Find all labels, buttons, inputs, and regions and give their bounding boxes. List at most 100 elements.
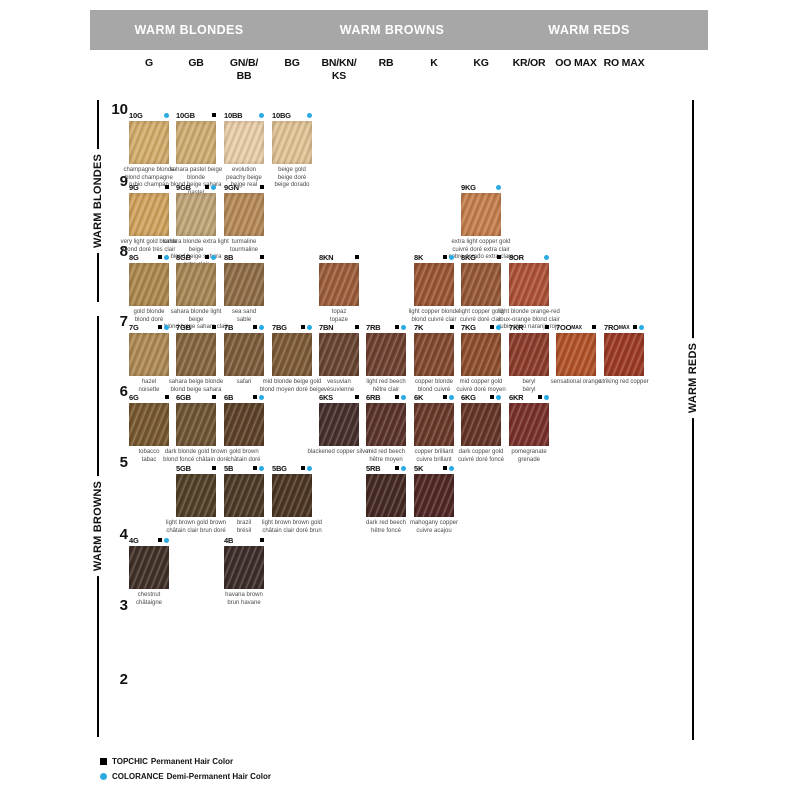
shade-code: 5K <box>414 463 424 473</box>
product-markers <box>301 324 312 330</box>
swatch-9g: 9G very light gold blonde blond doré très … <box>121 182 178 254</box>
shade-caption: light blonde orange-red roux-orange blond… <box>498 309 560 330</box>
colorance-dot-icon <box>639 324 644 330</box>
swatch-6k: 6K copper brilliant cuivre brillant <box>414 392 454 464</box>
hair-swatch <box>129 333 169 376</box>
product-markers <box>490 394 501 400</box>
swatch-7kg: 7KG mid copper gold cuivré doré moyen <box>456 322 505 394</box>
shade-caption: copper blonde blond cuivré <box>414 379 454 393</box>
hair-swatch <box>176 333 216 376</box>
topchic-square-icon <box>212 466 216 470</box>
product-markers <box>545 325 549 329</box>
product-markers <box>395 324 406 330</box>
swatch-7bg: 7BG mid blonde beige gold blond moyen doré… <box>260 322 324 394</box>
column-header-kr-or: KR/OR <box>512 57 546 69</box>
colorance-dot-icon <box>259 112 264 118</box>
product-markers <box>212 113 216 117</box>
column-header-g: G <box>145 57 153 69</box>
topchic-square-icon <box>212 113 216 117</box>
swatch-8k: 8K light copper blonde blond cuivré clair <box>409 252 460 324</box>
topchic-square-icon <box>205 255 209 259</box>
topchic-square-icon <box>490 325 494 329</box>
swatch-5b: 5B brazil brésil <box>224 463 264 535</box>
shade-caption: gold brown châtain doré <box>227 449 261 463</box>
swatch-7gb: 7GB sahara beige blonde blond beige sahara <box>169 322 223 394</box>
legend-topchic-brand: TOPCHIC <box>112 757 148 766</box>
hair-swatch <box>509 263 549 306</box>
shade-caption: chestnut châtaigne <box>135 592 163 606</box>
hair-swatch <box>414 474 454 517</box>
hair-swatch <box>556 333 596 376</box>
shade-code: 6KS <box>319 392 333 402</box>
hair-swatch <box>509 403 549 446</box>
shade-caption: gold blonde blond doré <box>133 309 165 323</box>
colorance-dot-icon <box>164 254 169 260</box>
colorance-dot-icon <box>164 112 169 118</box>
shade-caption: safari <box>236 379 252 385</box>
swatch-8kn: 8KN topaz topaze <box>319 252 359 324</box>
section-title-warm-blondes: WARM BLONDES <box>134 23 244 37</box>
shade-code: 8K <box>414 252 424 262</box>
swatch-8gb: 8GB sahara blonde light beige blond beige … <box>164 252 228 332</box>
topchic-square-icon <box>158 538 162 542</box>
shade-code: 9GN <box>224 182 239 192</box>
shade-caption: mid copper gold cuivré doré moyen <box>456 379 506 393</box>
hair-swatch <box>176 474 216 517</box>
level-number-6: 6 <box>119 383 128 400</box>
shade-caption: sahara blonde light beige blond beige sah… <box>164 309 228 330</box>
swatch-8kg: 8KG light copper gold cuivré doré clair <box>459 252 503 324</box>
colorance-dot-icon <box>211 184 216 190</box>
shade-caption: topaz topaze <box>329 309 348 323</box>
shade-caption: light brown gold brown châtain clair brun… <box>165 520 227 534</box>
hair-swatch <box>224 263 264 306</box>
swatch-10bb: 10BB evolution peachy beige beige real <box>224 110 264 190</box>
shade-code: 9KG <box>461 182 476 192</box>
shade-caption: sea sand sable <box>231 309 257 323</box>
swatch-9kg: 9KG extra light copper gold cuivré doré ex… <box>448 182 513 262</box>
shade-caption: light copper gold cuivré doré clair <box>458 309 504 323</box>
shade-code: 6RB <box>366 392 381 402</box>
shade-code: 10G <box>129 110 143 120</box>
shade-code: 8GB <box>176 252 191 262</box>
shade-code: 6KG <box>461 392 476 402</box>
category-header-bar <box>90 10 708 50</box>
legend: TOPCHIC Permanent Hair Color COLORANCE Dem… <box>100 757 274 787</box>
product-markers <box>259 112 264 118</box>
colorance-dot-icon <box>211 254 216 260</box>
colorance-dot-icon <box>259 324 264 330</box>
swatch-7g: 7G hazel noisette <box>129 322 169 394</box>
topchic-square-icon <box>450 325 454 329</box>
product-markers <box>443 465 454 471</box>
shade-caption: mid blonde beige gold blond moyen doré be… <box>259 379 325 393</box>
shade-caption: copper brilliant cuivre brillant <box>414 449 454 463</box>
hair-swatch <box>224 333 264 376</box>
hair-swatch <box>129 121 169 164</box>
section-title-warm-reds: WARM REDS <box>548 23 630 37</box>
legend-colorance-text: Demi-Permanent Hair Color <box>166 772 272 781</box>
legend-topchic-label: TOPCHIC Permanent Hair Color <box>112 757 236 766</box>
hair-swatch <box>461 263 501 306</box>
product-markers <box>212 466 216 470</box>
topchic-square-icon <box>301 325 305 329</box>
shade-code: 7KG <box>461 322 476 332</box>
product-markers <box>592 325 596 329</box>
topchic-square-icon <box>260 255 264 259</box>
product-markers <box>307 112 312 118</box>
level-number-9: 9 <box>119 173 128 190</box>
product-markers <box>165 185 169 189</box>
product-markers <box>212 325 216 329</box>
shade-code: 10BG <box>272 110 291 120</box>
hair-swatch <box>461 193 501 236</box>
shade-caption: extra light copper gold cuivré doré extra… <box>448 239 514 260</box>
column-header-k: K <box>430 57 438 69</box>
topchic-square-icon <box>497 255 501 259</box>
shade-code: 8OR <box>509 252 524 262</box>
swatch-7k: 7K copper blonde blond cuivré <box>414 322 454 394</box>
product-markers <box>497 255 501 259</box>
colorance-dot-icon <box>164 537 169 543</box>
level-number-8: 8 <box>119 243 128 260</box>
shade-code: 10GB <box>176 110 195 120</box>
swatch-6kr: 6KR pomegranate grenade <box>509 392 549 464</box>
topchic-square-icon <box>443 395 447 399</box>
